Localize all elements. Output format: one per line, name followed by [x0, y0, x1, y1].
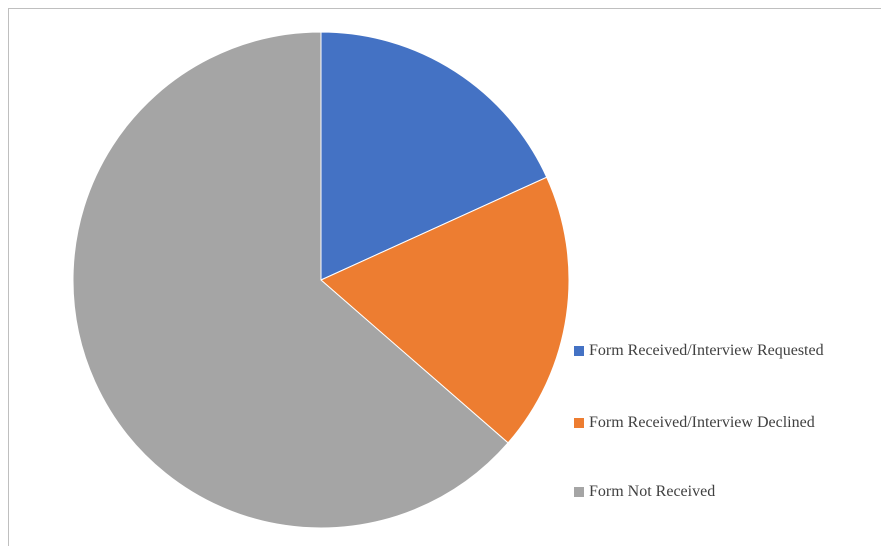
- legend-label-not-received: Form Not Received: [589, 483, 716, 500]
- legend-swatch-not-received: [574, 487, 584, 497]
- legend-swatch-requested: [574, 346, 584, 356]
- legend-item-declined: Form Received/Interview Declined: [574, 412, 880, 434]
- legend-swatch-declined: [574, 418, 584, 428]
- slice-requested: [320, 31, 548, 281]
- slice-not-received: [72, 31, 509, 529]
- legend-label-declined: Form Received/Interview Declined: [589, 414, 815, 431]
- chart-area: [8, 8, 881, 546]
- legend-label-requested: Form Received/Interview Requested: [589, 342, 824, 359]
- slice-declined: [320, 176, 570, 444]
- legend-item-requested: Form Received/Interview Requested: [574, 340, 880, 362]
- pie-slices: [72, 31, 570, 529]
- legend-item-not-received: Form Not Received: [574, 481, 880, 503]
